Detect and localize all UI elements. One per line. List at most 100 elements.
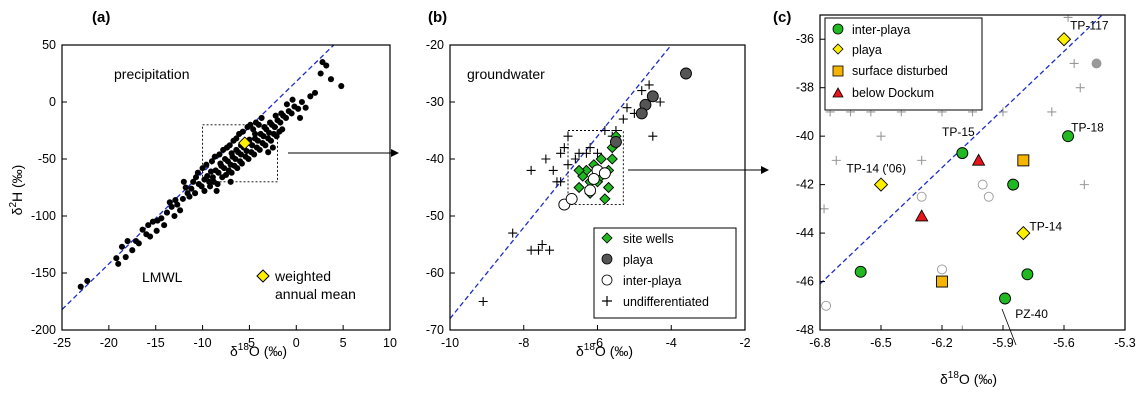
inter-playa-point [999,292,1011,305]
legend-c-inter-playa-marker [832,23,844,35]
legend-c-surface-disturbed-label: surface disturbed [852,64,948,78]
precipitation-point [135,240,142,247]
legend-b-playa-marker [601,253,613,265]
panel-c-xtick-label: -6.2 [931,336,953,350]
panel-a-inset-label: precipitation [114,66,190,82]
site-well-point [595,153,607,165]
lmwl-line [820,15,1104,285]
legend-b-site-wells-marker [601,232,613,244]
site-well-gray-point [937,264,947,275]
lmwl-label: LMWL [142,269,183,285]
panel-a-ytick-label: 0 [49,95,56,109]
precipitation-point [216,151,223,158]
precipitation-point [182,184,189,191]
precipitation-point [221,165,228,172]
inter-playa-point [854,265,867,278]
undifferentiated-gray-point [1075,83,1085,93]
undifferentiated-point [622,103,632,113]
precipitation-point [262,142,269,149]
site-well-gray-point [821,300,832,311]
precipitation-point [214,181,221,188]
site-well-gray-point [977,179,988,190]
panel-a-frame [61,44,391,331]
legend-b-playa-label: playa [623,253,653,267]
inter-playa-point [565,192,578,205]
panel-a-ytick-label: -100 [31,209,56,223]
legend-c-playa-marker [832,43,844,55]
precipitation-point [207,168,215,175]
undifferentiated-gray-point [876,131,886,141]
precipitation-point [258,114,265,122]
precipitation-point [190,178,197,185]
precipitation-point [139,226,146,233]
precipitation-point [198,183,205,190]
precipitation-point [171,212,178,220]
lmwl-line [450,45,673,320]
panel-b: -10 -8 -6 -4 -2 -20 -30 -40 -50 -60 -70 groundwate… [426,38,751,359]
precipitation-point [172,196,179,204]
precipitation-point [166,199,173,206]
precipitation-point [84,277,91,285]
legend-b-undifferentiated-marker [602,296,612,306]
panel-b-xlabel: δ18O (‰) [576,342,633,359]
inter-playa-point [1062,130,1075,143]
panel-a-ytick-label: -200 [31,323,56,337]
precipitation-point [238,160,245,167]
precipitation-point [161,222,168,229]
precipitation-point [302,104,309,111]
legend-c-surface-disturbed-marker [832,65,844,77]
legend-c-below-dockum-label: below Dockum [852,86,934,100]
precipitation-point [145,222,152,229]
panel-c-xlabel: δ18O (‰) [940,370,997,387]
precipitation-point [143,231,150,238]
playa-point [680,67,692,80]
below-dockum-point [914,209,929,222]
precipitation-point [179,195,186,202]
weighted-mean-legend-line1: weighted [274,268,331,284]
panel-b-xtick-label: -4 [666,336,677,350]
precipitation-point [317,70,324,77]
undifferentiated-gray-point [1063,15,1073,22]
undifferentiated-gray-point [957,325,967,330]
precipitation-point [233,146,240,153]
undifferentiated-point [648,131,658,141]
panel-c-ytick-label: -36 [796,32,814,46]
panel-c-xtick-label: -5.6 [1053,336,1075,350]
site-well-gray-point [916,191,927,202]
inter-playa-point [584,184,597,197]
undifferentiated-point [559,143,569,153]
undifferentiated-gray-point [917,155,927,165]
precipitation-point [283,101,290,108]
panel-c-legend-box [824,17,983,111]
point-annotation: TP-14 ('06) [846,162,906,176]
precipitation-point [252,130,259,137]
precipitation-point [233,135,240,142]
precipitation-point [289,96,296,103]
precipitation-point [222,155,229,163]
playa-point [635,107,648,120]
panel-c-label: (c) [773,9,791,26]
panel-c-xtick-label: -5.9 [992,336,1014,350]
precipitation-point [256,146,263,153]
undifferentiated-point [545,245,555,255]
panel-b-label: (b) [428,9,447,26]
panel-a-ylabel: δ2H (‰) [8,165,25,216]
weighted-mean-point [238,136,252,150]
precipitation-point [237,151,245,158]
panel-c-xtick-label: -5.3 [1114,336,1136,350]
panel-b-legend-box [593,227,737,319]
panel-a-xtick-label: 5 [340,336,347,350]
precipitation-point [222,171,230,179]
precipitation-point [298,98,305,106]
precipitation-point [77,283,84,290]
precipitation-point [239,128,246,135]
panel-c: -6.8 -6.5 -6.2 -5.9 -5.6 -5.3 -36 -38 -40 -42 -44 -… [796,14,1136,387]
precipitation-point [278,110,285,117]
undifferentiated-point [537,240,547,249]
precipitation-point [288,110,295,117]
precipitation-point [215,169,222,176]
undifferentiated-point [478,297,488,306]
precipitation-point [249,142,256,149]
